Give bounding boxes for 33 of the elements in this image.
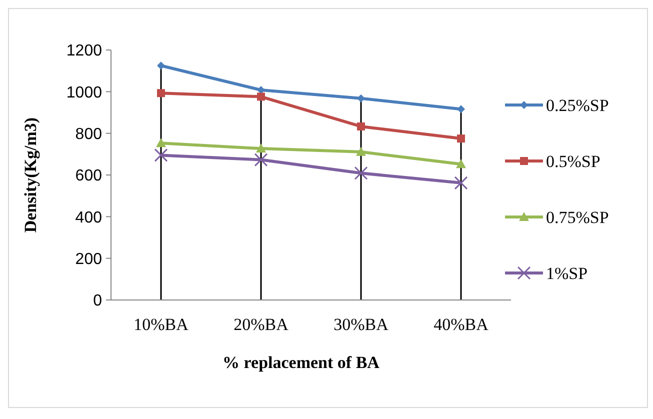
legend-label: 0.5%SP: [546, 152, 600, 171]
point: [154, 148, 168, 162]
legend-label: 0.25%SP: [546, 96, 609, 115]
point: [257, 86, 265, 94]
point: [454, 176, 468, 190]
point: [457, 105, 465, 114]
y-tick-label: 1200: [66, 42, 102, 60]
point: [354, 166, 368, 180]
y-tick-label: 1000: [66, 84, 102, 102]
point: [457, 134, 465, 143]
point: [257, 92, 265, 101]
y-tick-label: 0: [93, 292, 102, 310]
x-tick-label: 20%BA: [234, 315, 290, 334]
point: [256, 144, 266, 153]
y-axis-title: Density(Kg/m3): [21, 117, 40, 233]
x-tick-label: 10%BA: [134, 315, 190, 334]
point: [157, 62, 165, 70]
y-tick-label: 600: [75, 168, 102, 185]
y-tick-label: 200: [75, 250, 102, 268]
point: [456, 159, 466, 168]
x-tick-label: 40%BA: [434, 315, 490, 334]
point: [254, 153, 268, 167]
point: [356, 146, 366, 156]
point: [357, 94, 365, 102]
point: [156, 138, 166, 148]
legend-label: 1%SP: [546, 264, 588, 283]
point: [357, 122, 365, 130]
point: [157, 89, 165, 98]
legend-label: 0.75%SP: [546, 208, 609, 227]
y-tick-label: 800: [75, 126, 102, 143]
x-axis-title: % replacement of BA: [222, 353, 380, 372]
y-tick-label: 400: [75, 209, 102, 226]
x-tick-label: 30%BA: [334, 315, 390, 334]
